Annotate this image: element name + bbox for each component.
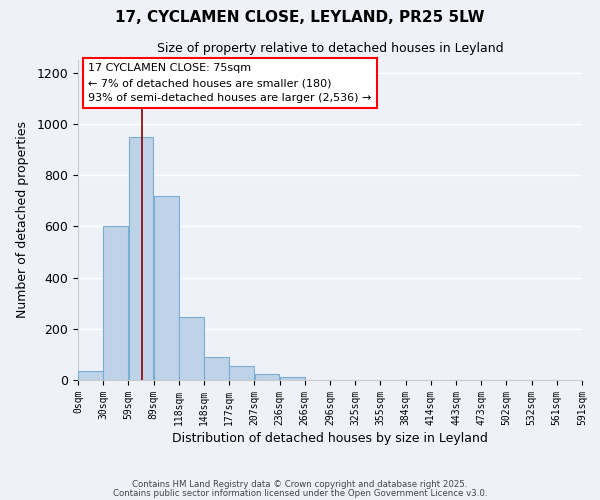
Bar: [280, 378, 305, 380]
Bar: [229, 366, 254, 380]
Bar: [78, 371, 103, 380]
Bar: [204, 357, 229, 380]
X-axis label: Distribution of detached houses by size in Leyland: Distribution of detached houses by size …: [172, 432, 488, 445]
Text: Contains public sector information licensed under the Open Government Licence v3: Contains public sector information licen…: [113, 488, 487, 498]
Bar: [179, 318, 204, 380]
Title: Size of property relative to detached houses in Leyland: Size of property relative to detached ho…: [157, 42, 503, 54]
Text: 17, CYCLAMEN CLOSE, LEYLAND, PR25 5LW: 17, CYCLAMEN CLOSE, LEYLAND, PR25 5LW: [115, 10, 485, 25]
Bar: [154, 196, 179, 380]
Bar: [128, 137, 154, 380]
Text: 17 CYCLAMEN CLOSE: 75sqm
← 7% of detached houses are smaller (180)
93% of semi-d: 17 CYCLAMEN CLOSE: 75sqm ← 7% of detache…: [88, 63, 371, 103]
Bar: [103, 226, 128, 380]
Text: Contains HM Land Registry data © Crown copyright and database right 2025.: Contains HM Land Registry data © Crown c…: [132, 480, 468, 489]
Bar: [254, 374, 280, 380]
Y-axis label: Number of detached properties: Number of detached properties: [16, 122, 29, 318]
